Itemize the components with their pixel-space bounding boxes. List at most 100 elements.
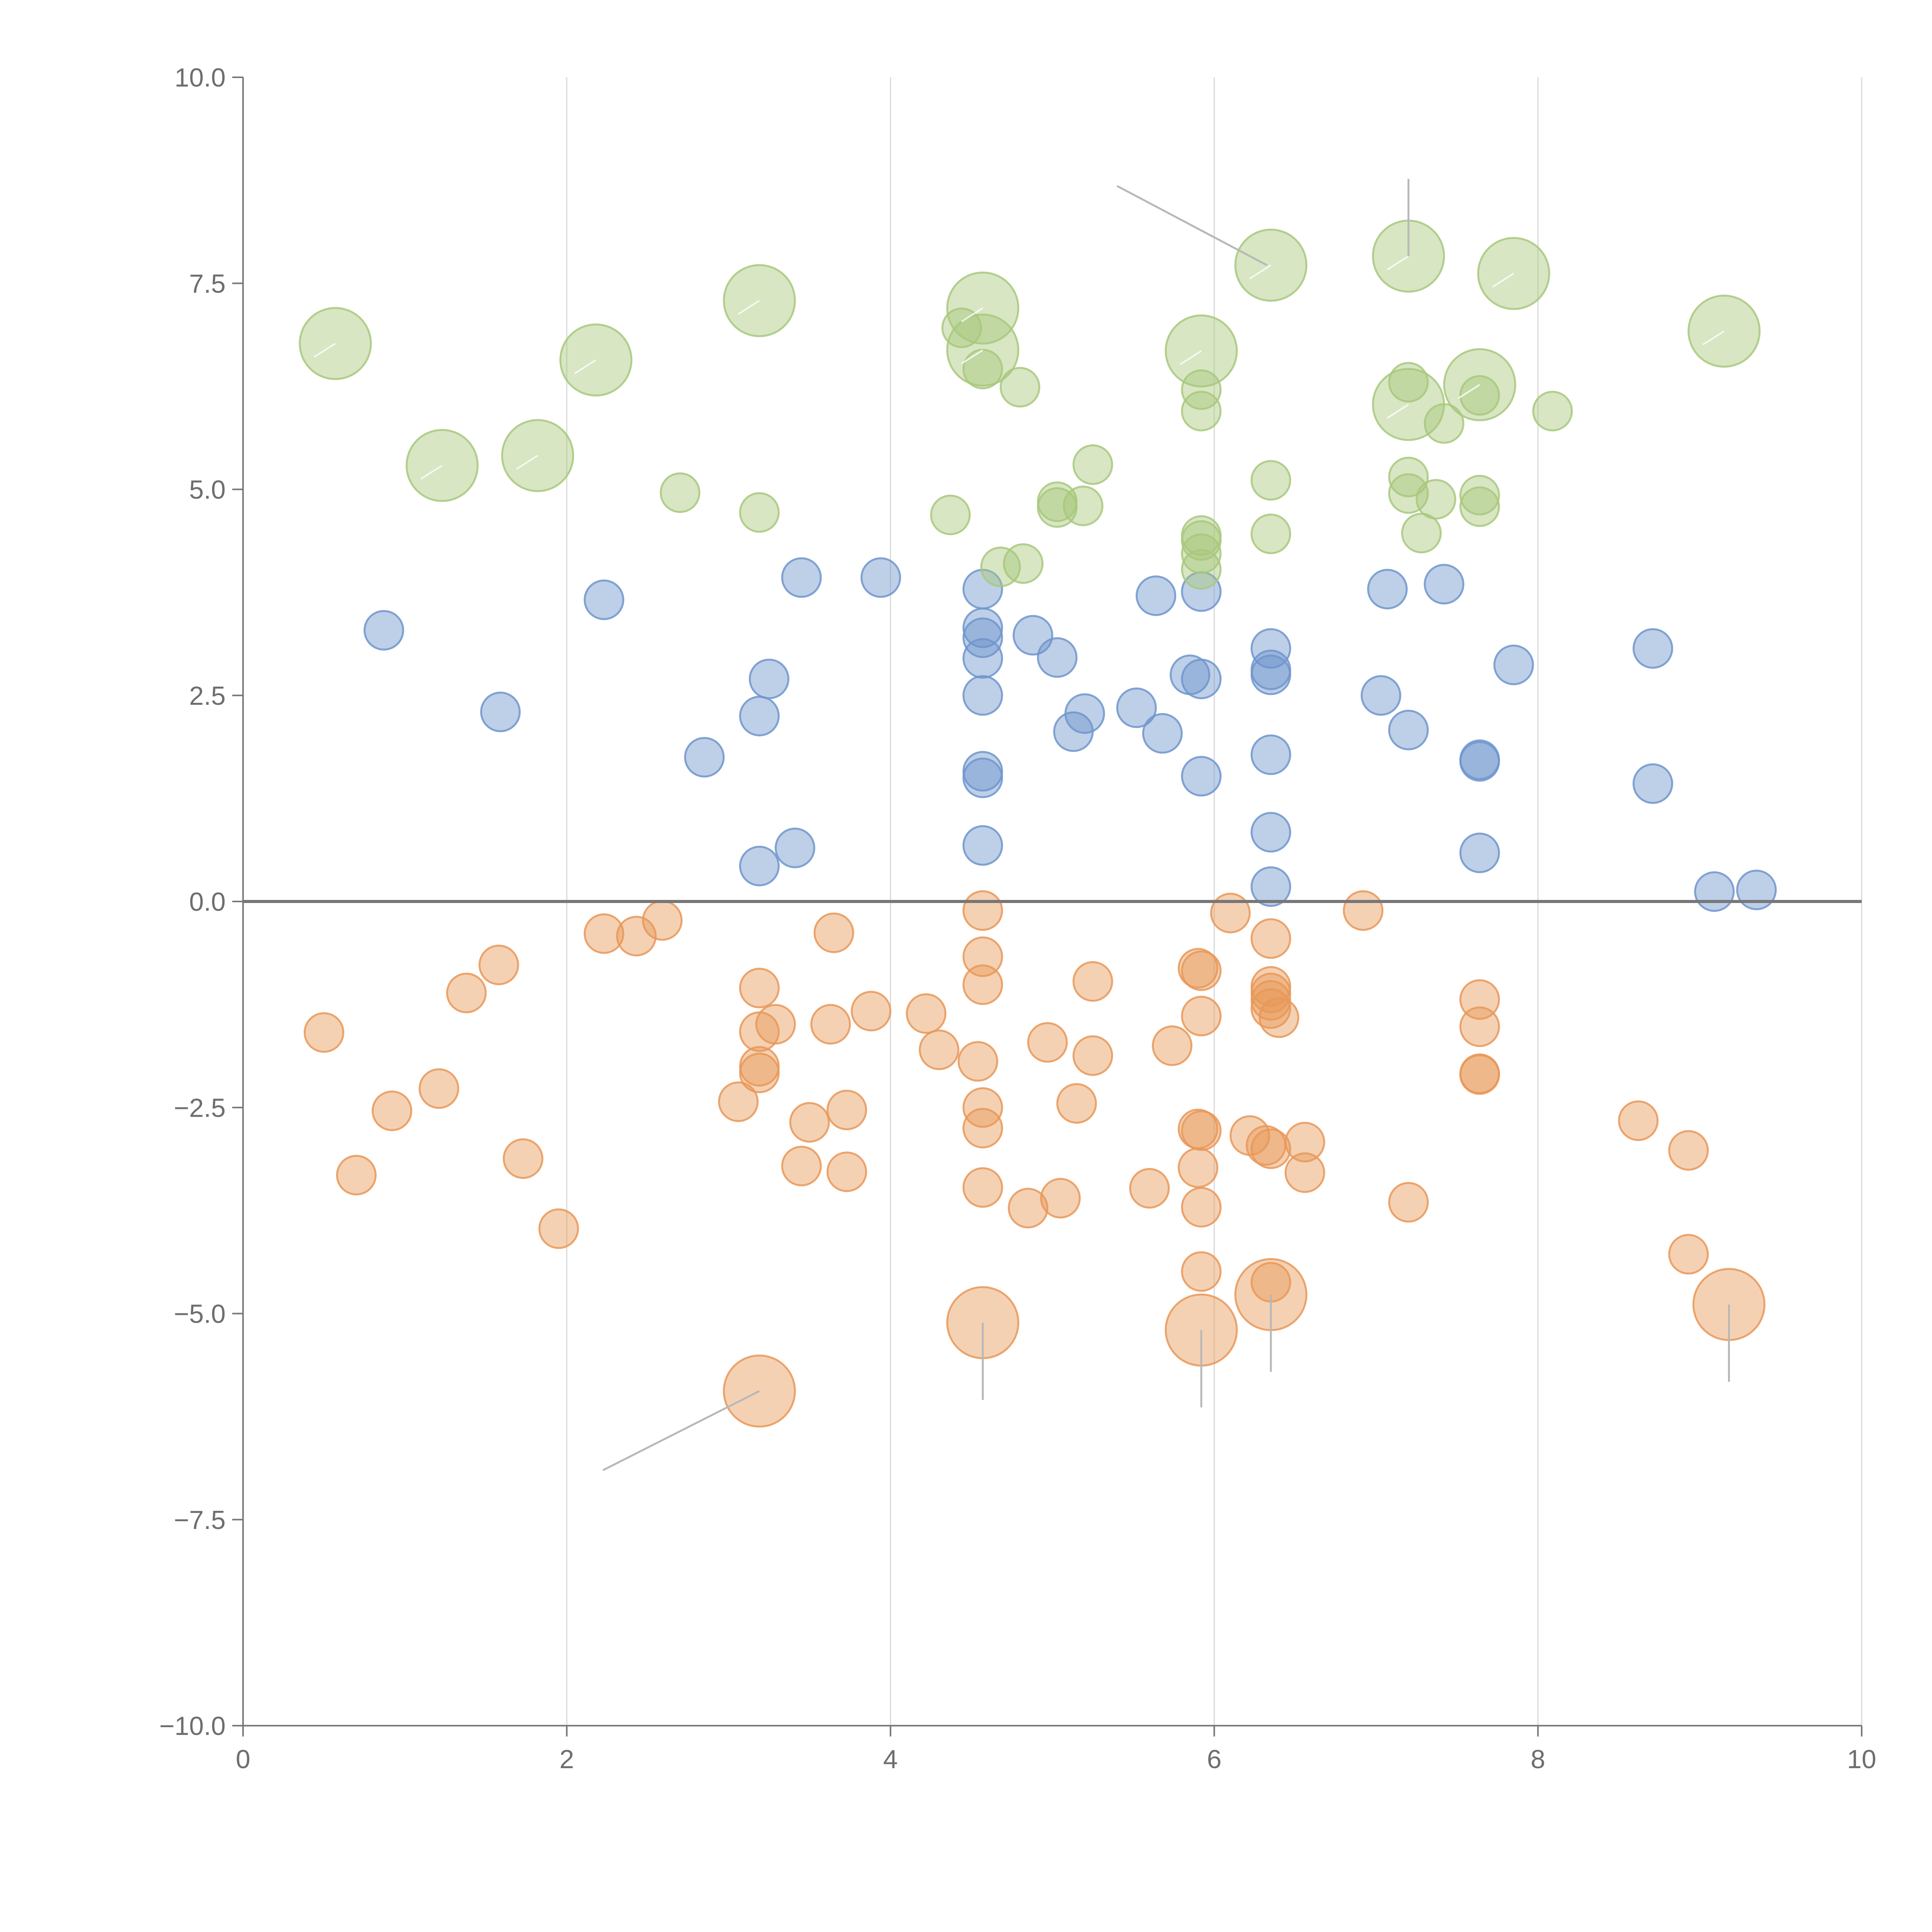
data-point xyxy=(1388,473,1429,514)
y-tick-label: −10.0 xyxy=(159,1711,226,1741)
data-point xyxy=(918,1029,959,1070)
data-point xyxy=(418,1068,459,1109)
data-point xyxy=(718,1081,759,1122)
data-point xyxy=(739,696,780,736)
y-tick-label: 7.5 xyxy=(189,269,226,298)
data-point xyxy=(781,557,822,598)
data-point xyxy=(781,1146,822,1187)
data-point xyxy=(861,557,901,598)
data-point xyxy=(371,1090,412,1131)
data-point xyxy=(1423,403,1464,444)
data-point xyxy=(930,495,971,536)
x-tick-label: 10 xyxy=(1847,1745,1876,1774)
leader-line xyxy=(1179,350,1202,365)
data-point xyxy=(1129,1168,1170,1209)
data-point xyxy=(446,973,487,1014)
data-point xyxy=(660,472,701,513)
data-point xyxy=(748,658,789,699)
data-point xyxy=(1459,474,1500,515)
data-point xyxy=(583,913,624,954)
leader-line xyxy=(1492,273,1514,288)
data-point xyxy=(538,1208,579,1249)
data-point xyxy=(1250,866,1291,907)
data-point xyxy=(1027,1022,1068,1063)
data-point xyxy=(1401,513,1442,553)
data-point xyxy=(739,492,780,533)
data-point xyxy=(1388,709,1429,750)
data-point xyxy=(1000,367,1041,408)
data-point xyxy=(1037,637,1078,678)
data-point xyxy=(827,1151,867,1192)
data-point xyxy=(1694,871,1735,912)
data-point xyxy=(1181,369,1222,410)
data-point xyxy=(962,890,1003,931)
data-point xyxy=(962,607,1003,648)
x-tick-label: 6 xyxy=(1207,1745,1221,1774)
leader-line xyxy=(1387,255,1409,270)
leader-line xyxy=(1249,264,1272,279)
data-point xyxy=(1178,948,1218,989)
data-point xyxy=(1008,1188,1049,1228)
data-point xyxy=(478,944,519,985)
data-point xyxy=(1668,1130,1709,1171)
data-point xyxy=(1181,756,1222,797)
data-point xyxy=(1388,1182,1429,1223)
data-point xyxy=(363,610,404,651)
data-point xyxy=(1388,457,1429,497)
y-tick-label: 0.0 xyxy=(189,887,226,917)
data-point xyxy=(1459,1054,1500,1095)
data-point xyxy=(1142,713,1183,754)
data-point xyxy=(962,349,1003,389)
data-point xyxy=(957,1041,998,1082)
data-point xyxy=(1037,481,1078,522)
data-point xyxy=(684,737,725,778)
data-point xyxy=(1040,1178,1081,1219)
data-point xyxy=(1388,362,1429,403)
y-tick-label: −2.5 xyxy=(174,1093,226,1122)
data-point xyxy=(336,1155,377,1196)
leader-line xyxy=(1116,185,1268,266)
data-point xyxy=(1618,1100,1659,1141)
data-point xyxy=(1668,1234,1709,1275)
data-point xyxy=(962,1108,1003,1149)
data-point xyxy=(1181,391,1222,432)
data-point xyxy=(1181,658,1222,699)
leader-line xyxy=(1458,384,1480,399)
leader-line xyxy=(516,455,538,470)
data-point xyxy=(810,1004,851,1045)
data-point xyxy=(1181,549,1222,590)
data-point xyxy=(962,675,1003,716)
data-point xyxy=(1532,391,1573,432)
data-point xyxy=(1250,1128,1291,1169)
data-point xyxy=(789,1102,830,1143)
data-point xyxy=(1250,460,1291,501)
leader-line xyxy=(313,343,336,358)
leader-line xyxy=(420,464,443,480)
data-point xyxy=(1072,1035,1113,1076)
data-point xyxy=(1181,533,1222,574)
data-point xyxy=(962,825,1003,866)
data-point xyxy=(774,827,815,868)
data-point xyxy=(962,638,1003,679)
data-point xyxy=(962,964,1003,1005)
x-tick-label: 8 xyxy=(1531,1745,1545,1774)
data-point xyxy=(1423,564,1464,605)
data-point xyxy=(1259,997,1299,1038)
data-point xyxy=(304,1012,344,1053)
data-point xyxy=(827,1090,867,1131)
data-point xyxy=(755,1004,796,1045)
data-point xyxy=(1056,1083,1097,1124)
x-tick-label: 2 xyxy=(560,1745,574,1774)
data-point xyxy=(1459,1006,1500,1047)
data-point xyxy=(739,1053,780,1094)
data-point xyxy=(962,757,1003,798)
data-point xyxy=(962,936,1003,977)
data-point xyxy=(1633,763,1673,804)
y-tick-label: 5.0 xyxy=(189,475,226,505)
data-point xyxy=(739,968,780,1009)
data-point xyxy=(642,900,683,941)
axes-layer: −10.0 −7.5 −5.0 −2.5 0.0 2.5 5.0 7.5 10.0 0 2 4 6 8 10 xyxy=(159,63,1876,1774)
data-point xyxy=(906,993,947,1034)
data-point xyxy=(1736,869,1777,910)
